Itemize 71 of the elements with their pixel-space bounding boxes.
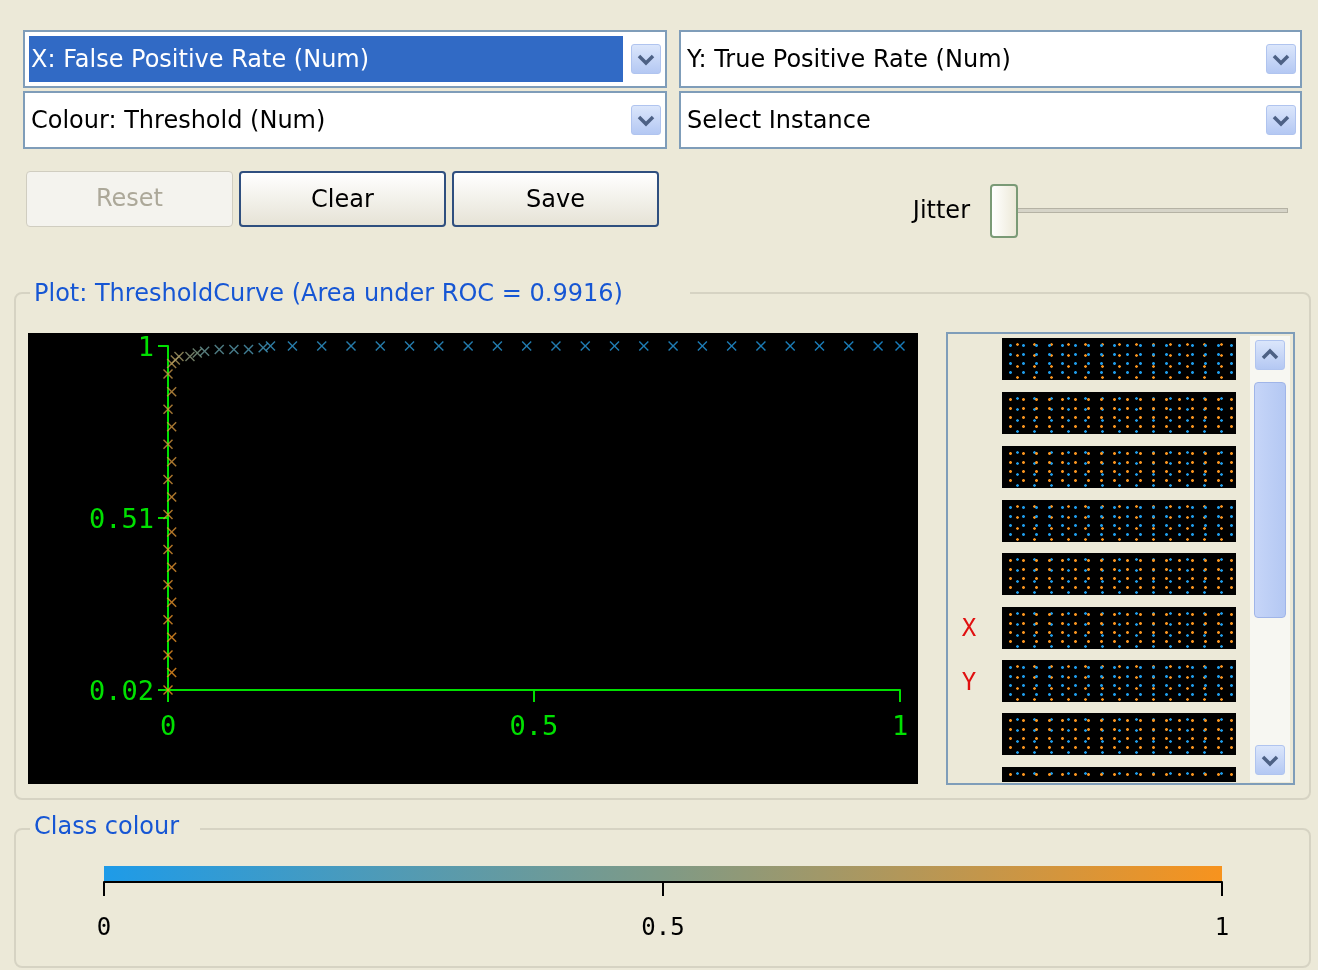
point [163, 614, 173, 625]
y-tick-label: 0.02 [88, 674, 154, 706]
point [166, 456, 177, 467]
point [375, 341, 386, 351]
x-tick-label: 0.5 [509, 710, 559, 741]
point [163, 544, 173, 555]
point [609, 341, 620, 351]
point [163, 649, 173, 660]
color-bar-label: 0 [96, 913, 112, 941]
point [166, 527, 177, 538]
point [163, 685, 173, 695]
point [258, 342, 269, 353]
point [166, 597, 177, 608]
point [843, 341, 854, 351]
point [265, 341, 276, 351]
point [785, 341, 796, 351]
text: Y [960, 668, 978, 698]
x-tick-label: 0 [159, 710, 177, 741]
point [697, 341, 708, 351]
point [163, 404, 173, 415]
y-tick-label: 1 [137, 330, 154, 362]
point [214, 344, 225, 355]
point [163, 579, 173, 590]
text: Y: True Positive Rate (Num) [686, 44, 1012, 75]
point [163, 509, 173, 520]
x-tick-label: 1 [891, 710, 909, 741]
point [638, 341, 649, 351]
point [580, 341, 591, 351]
point [166, 667, 177, 678]
point [163, 369, 173, 380]
color-bar-label: 0.5 [641, 913, 685, 941]
point [492, 341, 503, 351]
point [668, 341, 679, 351]
point [521, 341, 532, 351]
point [755, 341, 766, 351]
point [163, 439, 173, 450]
chart-title: Plot: ThresholdCurve (Area under ROC = 0.9916) [30, 279, 690, 315]
point [404, 341, 415, 351]
text: Clear [239, 171, 446, 227]
text: Save [452, 171, 659, 227]
point [726, 341, 737, 351]
point [166, 491, 177, 502]
point [228, 344, 239, 355]
point [173, 351, 184, 362]
text: Colour: Threshold (Num) [30, 105, 327, 136]
point [316, 341, 327, 351]
point [287, 341, 298, 351]
point [550, 341, 561, 351]
color-bar-title: Class colour [30, 812, 200, 848]
point [166, 421, 177, 432]
point [199, 346, 210, 357]
point [873, 341, 884, 351]
point [895, 341, 905, 351]
point [433, 341, 444, 351]
y-tick-label: 0.51 [88, 502, 154, 534]
point [346, 341, 356, 351]
text: Reset [26, 171, 233, 227]
point [243, 344, 254, 355]
color-bar-label: 1 [1214, 913, 1230, 941]
point [166, 562, 177, 573]
point [192, 348, 203, 359]
text: Jitter [910, 196, 970, 226]
text: X: False Positive Rate (Num) [29, 36, 623, 82]
point [163, 474, 173, 485]
text: X [960, 614, 978, 644]
text: Select Instance [686, 105, 872, 136]
point [463, 341, 474, 351]
point [814, 341, 825, 351]
point [184, 351, 195, 362]
point [166, 632, 177, 643]
point [166, 386, 177, 397]
